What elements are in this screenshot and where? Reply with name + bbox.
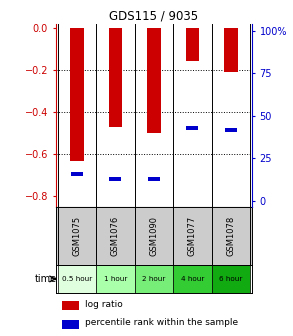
Bar [147,28,161,133]
Bar [62,301,79,310]
Text: GSM1078: GSM1078 [226,216,235,256]
Title: GDS115 / 9035: GDS115 / 9035 [109,9,198,23]
Bar [109,177,121,181]
Text: 1 hour: 1 hour [104,276,127,282]
Bar [58,264,96,293]
Bar [71,172,83,176]
Bar [185,28,199,61]
Text: 2 hour: 2 hour [142,276,166,282]
Text: 0.5 hour: 0.5 hour [62,276,92,282]
Bar [225,128,237,132]
Bar [148,177,160,181]
Bar [109,28,122,127]
Text: GSM1090: GSM1090 [149,216,158,256]
Bar [70,28,84,161]
Text: GSM1077: GSM1077 [188,216,197,256]
Bar [134,264,173,293]
Text: log ratio: log ratio [85,300,123,309]
Text: 6 hour: 6 hour [219,276,243,282]
Bar [62,320,79,329]
Bar [186,126,198,130]
Text: percentile rank within the sample: percentile rank within the sample [85,318,238,327]
Bar [96,264,134,293]
Bar [212,264,250,293]
Text: time: time [34,274,57,284]
Bar [224,28,238,72]
Text: GSM1075: GSM1075 [72,216,81,256]
Text: GSM1076: GSM1076 [111,216,120,256]
Bar [173,264,212,293]
Text: 4 hour: 4 hour [180,276,204,282]
